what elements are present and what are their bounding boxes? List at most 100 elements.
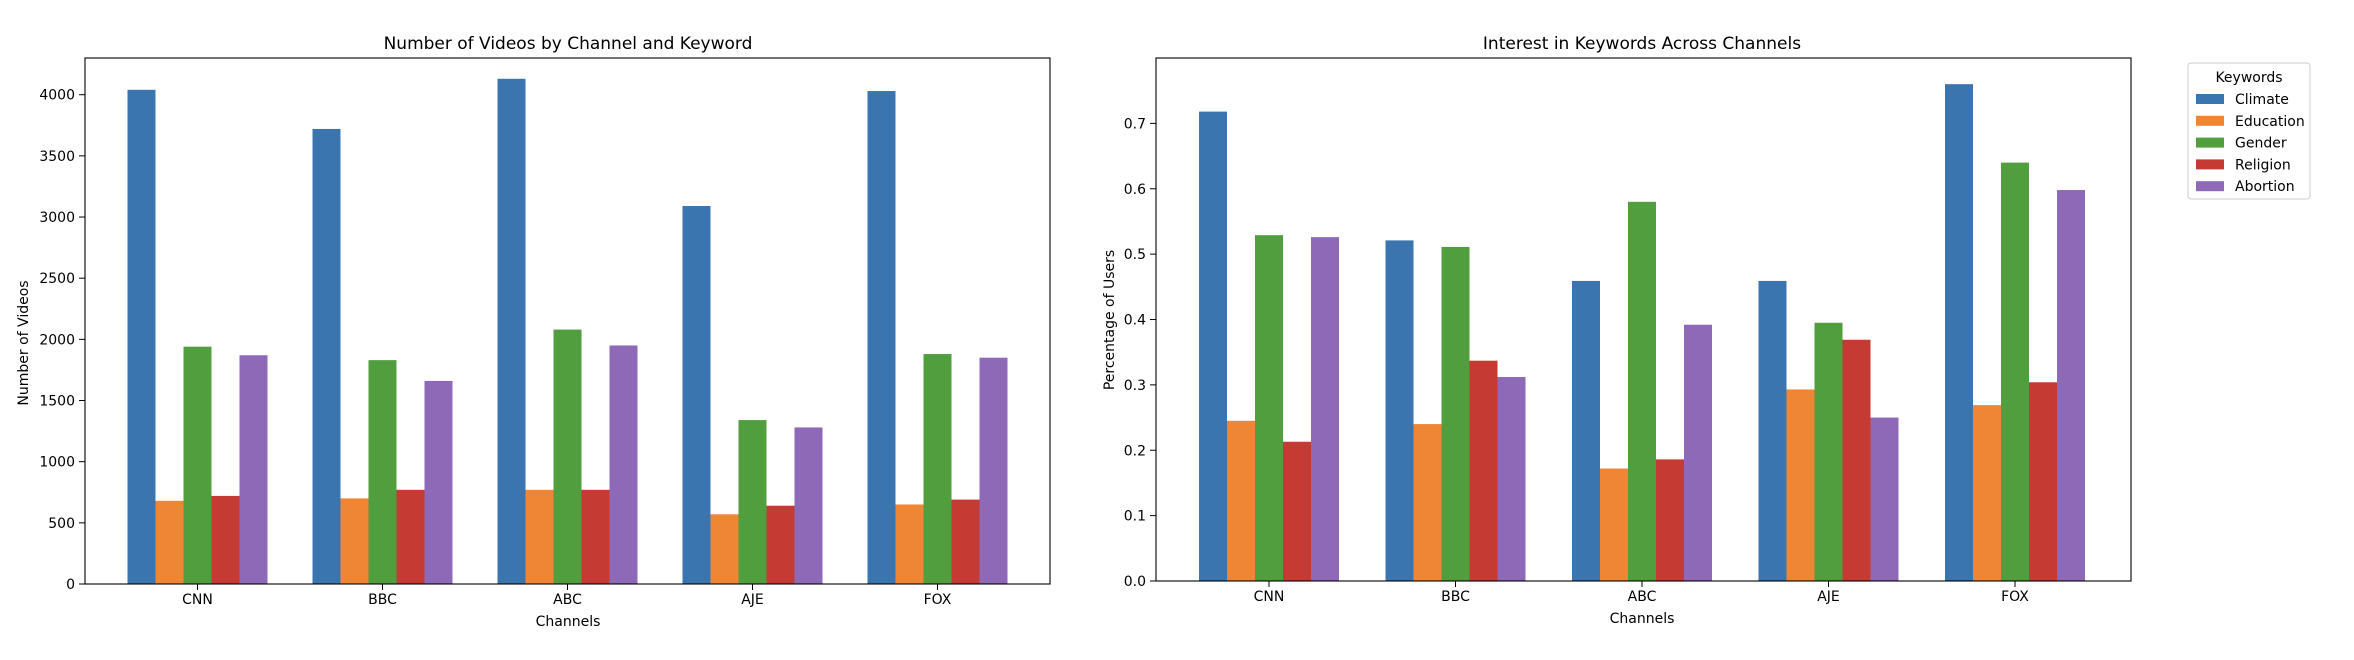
y-tick-label: 0.4: [1124, 313, 1146, 329]
bar-bbc-education: [1413, 424, 1442, 581]
x-tick-label: ABC: [553, 592, 582, 608]
legend-label-religion: Religion: [2235, 157, 2291, 173]
bar-bbc-climate: [312, 128, 341, 584]
x-ticks: CNN BBC ABC AJE FOX: [182, 584, 952, 608]
x-tick-label: ABC: [1628, 589, 1657, 605]
y-tick-label: 0.5: [1124, 247, 1146, 263]
bar-abc-climate: [497, 78, 526, 584]
bar-cnn-education: [155, 500, 184, 584]
bar-cnn-abortion: [1311, 237, 1339, 581]
bar-aje-education: [1786, 389, 1815, 581]
bar-abc-religion: [581, 489, 610, 584]
legend-swatch-abortion: [2196, 181, 2224, 192]
y-ticks: 0.0 0.1 0.2 0.3 0.4 0.5 0.6 0.7: [1124, 116, 1156, 590]
y-tick-label: 0.6: [1124, 182, 1146, 198]
bar-aje-education: [710, 514, 739, 584]
bar-fox-climate: [867, 91, 896, 585]
legend-swatch-gender: [2196, 137, 2224, 148]
y-axis-label: Number of Videos: [16, 280, 32, 405]
bar-cnn-abortion: [239, 355, 268, 584]
y-tick-label: 0.1: [1124, 509, 1146, 525]
bar-cnn-gender: [183, 346, 212, 584]
y-tick-label: 3000: [39, 210, 75, 226]
y-tick-label: 1500: [39, 394, 75, 410]
bar-bbc-gender: [368, 360, 397, 584]
bar-abc-climate: [1572, 280, 1600, 581]
y-ticks: 0 500 1000 1500 2000 2500 3000 3500 4000: [39, 88, 85, 593]
bar-bbc-religion: [396, 489, 425, 584]
y-tick-label: 2500: [39, 271, 75, 287]
x-tick-label: CNN: [1254, 589, 1285, 605]
y-tick-label: 0.0: [1124, 574, 1146, 590]
bar-fox-religion: [2029, 382, 2057, 581]
interest-bar-chart: Interest in Keywords Across Channels Cha…: [1102, 34, 2311, 627]
y-tick-label: 4000: [39, 88, 75, 104]
y-tick-label: 3500: [39, 149, 75, 165]
bar-fox-gender: [923, 354, 952, 584]
legend-label-gender: Gender: [2235, 136, 2287, 152]
y-axis-label: Percentage of Users: [1102, 250, 1118, 390]
x-tick-label: AJE: [741, 592, 764, 608]
bar-fox-religion: [951, 499, 980, 584]
bar-abc-education: [1600, 468, 1628, 581]
videos-bar-chart: Number of Videos by Channel and Keyword …: [16, 34, 1051, 630]
y-tick-label: 2000: [39, 332, 75, 348]
bar-aje-abortion: [794, 427, 823, 584]
bar-bbc-education: [340, 498, 369, 584]
bar-aje-gender: [738, 420, 767, 584]
y-tick-label: 0.3: [1124, 378, 1146, 394]
x-ticks: CNN BBC ABC AJE FOX: [1254, 581, 2029, 605]
bars: [127, 78, 1008, 585]
x-tick-label: BBC: [1441, 589, 1470, 605]
bar-abc-abortion: [609, 345, 638, 584]
bar-bbc-gender: [1441, 246, 1470, 581]
bar-aje-religion: [1842, 339, 1871, 581]
bar-fox-gender: [2001, 162, 2029, 581]
x-tick-label: FOX: [924, 592, 952, 608]
chart-title: Interest in Keywords Across Channels: [1483, 34, 1801, 54]
bar-aje-gender: [1814, 322, 1843, 581]
legend-title: Keywords: [2215, 70, 2282, 86]
bars: [1199, 84, 2085, 582]
bar-cnn-religion: [211, 495, 240, 584]
x-tick-label: FOX: [2001, 589, 2029, 605]
x-tick-label: BBC: [368, 592, 397, 608]
bar-aje-climate: [1758, 280, 1787, 581]
bar-fox-climate: [1945, 84, 1973, 582]
y-tick-label: 0.2: [1124, 443, 1146, 459]
bar-abc-gender: [1628, 201, 1656, 581]
bar-aje-religion: [766, 505, 795, 584]
bar-bbc-religion: [1469, 360, 1498, 581]
bar-bbc-abortion: [1497, 377, 1526, 581]
legend-items: Climate Education Gender Religion Abortion: [2196, 92, 2305, 195]
bar-bbc-abortion: [424, 380, 453, 584]
x-tick-label: AJE: [1817, 589, 1840, 605]
legend-label-education: Education: [2235, 114, 2305, 130]
bar-cnn-religion: [1283, 441, 1311, 581]
bar-cnn-education: [1227, 420, 1255, 581]
legend-swatch-climate: [2196, 94, 2224, 104]
x-axis-label: Channels: [1610, 611, 1675, 627]
bar-fox-abortion: [2057, 190, 2085, 581]
y-tick-label: 1000: [39, 455, 75, 471]
legend-swatch-religion: [2196, 159, 2224, 170]
y-tick-label: 500: [48, 516, 75, 532]
bar-bbc-climate: [1385, 240, 1414, 582]
bar-aje-climate: [682, 206, 711, 584]
chart-title: Number of Videos by Channel and Keyword: [384, 34, 753, 54]
bar-fox-education: [1973, 405, 2001, 581]
bar-aje-abortion: [1870, 417, 1899, 581]
legend: Keywords Climate Education Gender Religion A…: [2187, 62, 2311, 200]
bar-abc-gender: [553, 329, 582, 584]
legend-label-abortion: Abortion: [2235, 179, 2295, 195]
legend-swatch-education: [2196, 115, 2224, 126]
plot-frame: [84, 57, 1051, 585]
bar-cnn-gender: [1255, 235, 1283, 581]
bar-fox-abortion: [979, 357, 1008, 584]
x-tick-label: CNN: [182, 592, 213, 608]
bar-abc-abortion: [1684, 324, 1712, 581]
bar-cnn-climate: [1199, 111, 1227, 582]
y-tick-label: 0: [66, 577, 75, 593]
legend-label-climate: Climate: [2235, 92, 2289, 108]
